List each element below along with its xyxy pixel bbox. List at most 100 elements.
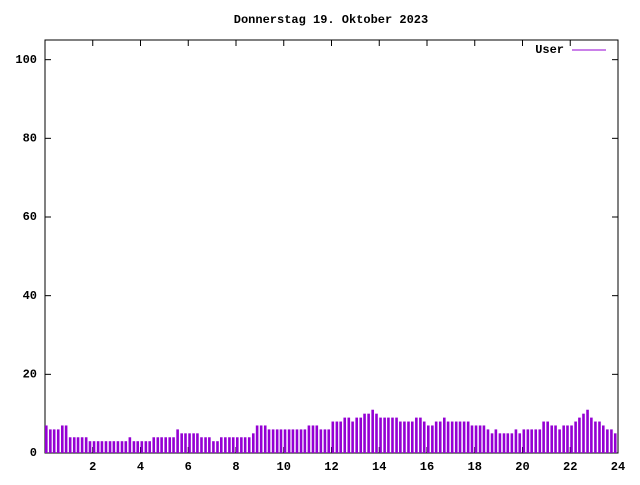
impulse: [168, 437, 172, 453]
x-tick-label: 4: [137, 460, 144, 474]
impulse: [375, 413, 378, 453]
impulse: [562, 425, 565, 453]
impulse: [558, 429, 561, 453]
impulse: [542, 421, 545, 453]
x-tick-label: 14: [372, 460, 386, 474]
impulse: [263, 425, 267, 453]
impulse: [454, 421, 458, 453]
impulse: [419, 417, 422, 453]
impulse: [598, 421, 601, 453]
impulse: [323, 429, 327, 453]
impulse: [267, 429, 271, 453]
impulse: [602, 425, 605, 453]
impulse: [518, 433, 522, 453]
impulse: [494, 429, 498, 453]
impulse: [359, 417, 363, 453]
impulse: [299, 429, 303, 453]
impulse: [247, 437, 251, 453]
impulse: [176, 429, 179, 453]
impulse: [243, 437, 247, 453]
legend-label: User: [535, 43, 564, 57]
impulse: [415, 417, 418, 453]
impulse: [367, 413, 370, 453]
y-tick-label: 0: [30, 446, 37, 460]
impulse: [160, 437, 163, 453]
impulse: [60, 425, 64, 453]
impulse: [212, 441, 215, 453]
impulse: [422, 421, 426, 453]
impulse: [510, 433, 514, 453]
impulse: [236, 437, 239, 453]
impulse: [307, 425, 311, 453]
impulse: [379, 417, 382, 453]
impulse: [478, 425, 482, 453]
impulse: [327, 429, 331, 453]
impulse: [64, 425, 68, 453]
impulse: [164, 437, 167, 453]
impulse: [148, 441, 151, 453]
impulse: [431, 425, 434, 453]
impulse: [550, 425, 554, 453]
x-tick-label: 18: [468, 460, 482, 474]
impulse: [208, 437, 211, 453]
impulse: [450, 421, 454, 453]
impulse: [136, 441, 140, 453]
impulse: [566, 425, 569, 453]
impulse: [311, 425, 315, 453]
impulse: [52, 429, 56, 453]
impulse: [216, 441, 219, 453]
impulse: [586, 409, 589, 453]
y-tick-label: 80: [23, 132, 37, 146]
impulse: [582, 413, 585, 453]
x-tick-label: 16: [420, 460, 434, 474]
impulse: [112, 441, 116, 453]
impulse: [49, 429, 52, 453]
impulse: [295, 429, 299, 453]
impulse: [76, 437, 80, 453]
impulse: [128, 437, 132, 453]
impulse: [482, 425, 486, 453]
impulse: [383, 417, 386, 453]
impulse: [152, 437, 156, 453]
impulse: [56, 429, 60, 453]
impulse: [108, 441, 112, 453]
y-tick-label: 20: [23, 368, 37, 382]
impulse: [594, 421, 597, 453]
impulse: [522, 429, 526, 453]
impulse: [570, 425, 573, 453]
impulse: [610, 429, 613, 453]
impulse: [411, 421, 414, 453]
impulse: [220, 437, 223, 453]
impulse: [391, 417, 394, 453]
impulse: [303, 429, 307, 453]
impulse: [331, 421, 335, 453]
impulse: [347, 417, 351, 453]
x-tick-label: 10: [277, 460, 291, 474]
impulse: [200, 437, 203, 453]
impulse: [498, 433, 502, 453]
impulse: [363, 413, 366, 453]
impulse: [255, 425, 259, 453]
impulse: [506, 433, 510, 453]
impulse: [80, 437, 84, 453]
impulse: [124, 441, 128, 453]
impulse: [387, 417, 390, 453]
impulse: [470, 425, 474, 453]
impulse: [458, 421, 462, 453]
impulse: [502, 433, 506, 453]
impulse: [403, 421, 406, 453]
impulse: [283, 429, 287, 453]
impulse: [574, 421, 577, 453]
impulse: [140, 441, 144, 453]
impulse: [343, 417, 347, 453]
impulse: [172, 437, 175, 453]
impulse: [104, 441, 108, 453]
impulse: [240, 437, 243, 453]
chart-title: Donnerstag 19. Oktober 2023: [234, 13, 428, 27]
x-tick-label: 2: [89, 460, 96, 474]
x-tick-label: 20: [515, 460, 529, 474]
x-tick-label: 24: [611, 460, 625, 474]
impulse: [251, 433, 255, 453]
impulse: [490, 433, 494, 453]
